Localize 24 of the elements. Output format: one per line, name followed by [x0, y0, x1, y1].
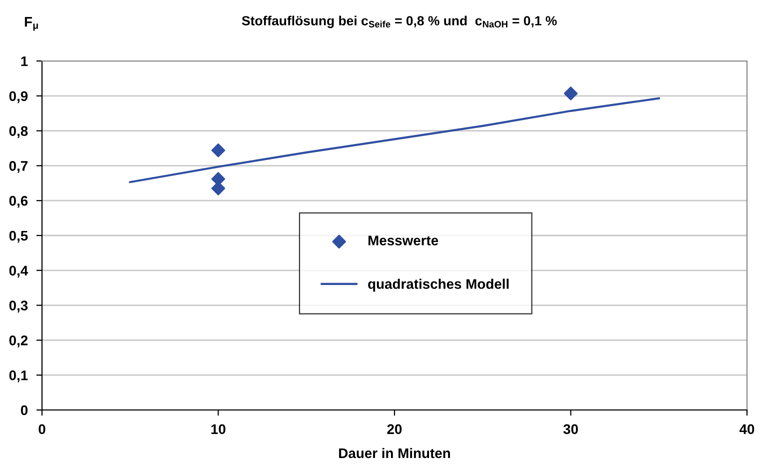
y-tick-label: 0,7: [9, 161, 28, 173]
x-tick-label: 20: [387, 424, 402, 434]
y-tick-label: 0,1: [9, 370, 28, 382]
point: [211, 143, 226, 158]
x-tick-label: 30: [563, 424, 578, 434]
line-series: [129, 97, 660, 184]
y-tick-label: 0,2: [9, 336, 28, 348]
y-tick-label: 0,6: [9, 196, 28, 208]
y-tick-label: 0,5: [9, 230, 28, 243]
y-tick-label: 0,9: [9, 91, 28, 104]
x-tick-label: 10: [211, 424, 226, 434]
y-axis-title: F$_{μ}$: [24, 17, 38, 31]
x-tick-label: 0: [38, 424, 46, 434]
legend-label: quadratisches Modell: [368, 278, 509, 292]
x-tick-label: 40: [739, 424, 754, 434]
point: [564, 86, 578, 100]
chart-title: Stoffauflösung bei c$_{Seife}$ = 0,8 % und c$_{NaOH}$ = 0,1 %: [242, 16, 557, 28]
y-tick-label: 0,4: [9, 266, 28, 278]
y-tick-label: 1: [21, 56, 28, 66]
y-tick-label: 0,3: [9, 300, 28, 312]
y-tick-label: 0: [20, 405, 28, 416]
y-tick-label: 0,8: [9, 126, 28, 138]
legend-label: Messwerte: [368, 236, 438, 246]
x-axis-title: Dauer in Minuten: [339, 448, 450, 458]
